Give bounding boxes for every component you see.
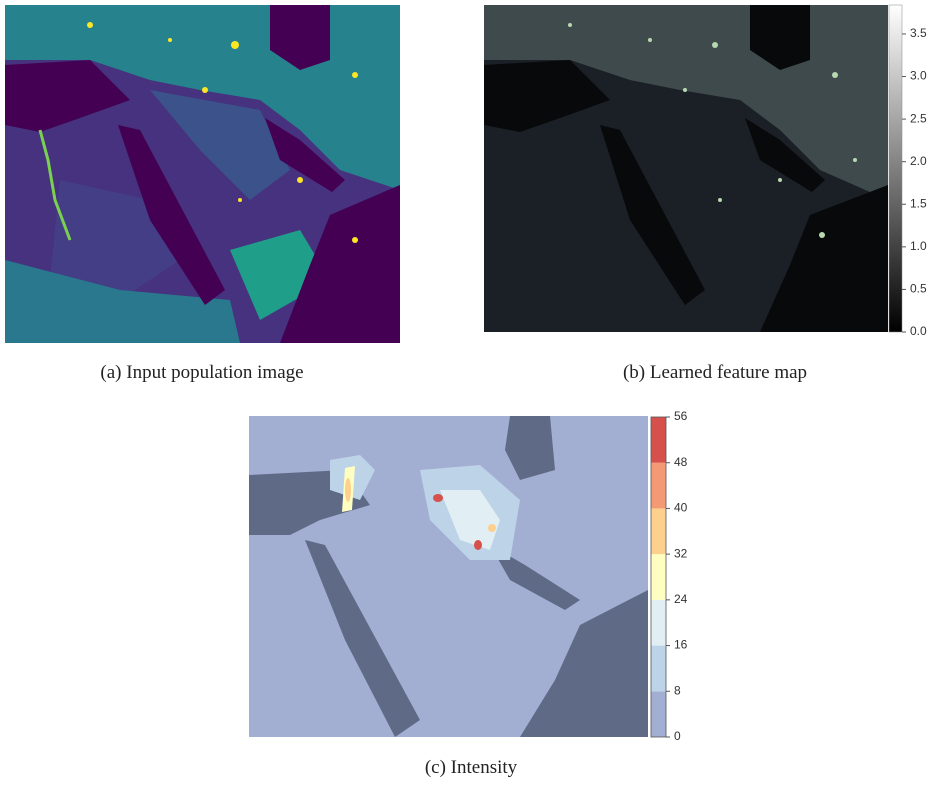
feature-map <box>484 5 888 332</box>
caption: (b) Learned feature map <box>623 362 807 383</box>
colorbar-tick-label: 0.0 <box>910 324 927 338</box>
population-image <box>5 5 400 343</box>
colorbar-tick-label: 3.0 <box>910 69 927 83</box>
colorbar-tick-label: 1.0 <box>910 239 927 253</box>
colorbar-band <box>651 463 666 509</box>
colorbar-tick-label: 16 <box>674 638 688 652</box>
colorbar-band <box>651 554 666 600</box>
colorbar-tick-label: 1.5 <box>910 196 927 210</box>
colorbar-band <box>651 417 666 463</box>
intensity-map <box>249 416 648 737</box>
colorbar-tick-label: 0 <box>674 729 681 743</box>
colorbar-tick-label: 2.0 <box>910 154 927 168</box>
colorbar-tick-label: 40 <box>674 501 688 515</box>
colorbar-band <box>651 646 666 692</box>
colorbar-tick-label: 0.5 <box>910 282 927 296</box>
colorbar-tick-label: 48 <box>674 455 688 469</box>
colorbar <box>889 5 902 332</box>
colorbar-tick-label: 32 <box>674 546 688 560</box>
colorbar-tick-label: 2.5 <box>910 111 927 125</box>
colorbar-band <box>651 691 666 737</box>
colorbar-tick-label: 56 <box>674 409 688 423</box>
figure: (a) Input population image (b) Learned f… <box>0 0 943 789</box>
caption: (a) Input population image <box>100 362 303 383</box>
colorbar-band <box>651 508 666 554</box>
colorbar-tick-label: 24 <box>674 592 688 606</box>
colorbar-band <box>651 600 666 646</box>
colorbar-tick-label: 8 <box>674 683 681 697</box>
caption: (c) Intensity <box>425 757 518 778</box>
colorbar-tick-label: 3.5 <box>910 26 927 40</box>
